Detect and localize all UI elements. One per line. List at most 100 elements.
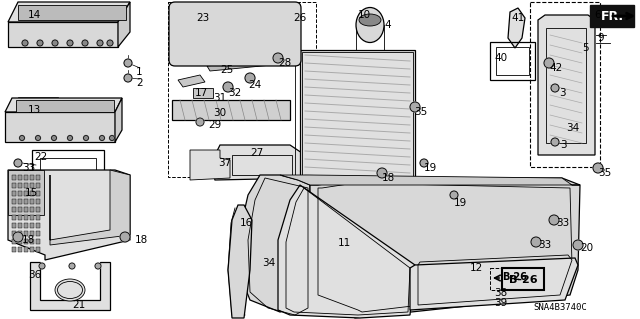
Text: 15: 15 <box>25 188 38 198</box>
Circle shape <box>67 40 73 46</box>
FancyBboxPatch shape <box>590 5 634 27</box>
Circle shape <box>83 136 88 140</box>
Text: 29: 29 <box>208 120 221 130</box>
Text: 21: 21 <box>72 300 85 310</box>
Bar <box>36 191 40 196</box>
Polygon shape <box>5 98 122 112</box>
Bar <box>30 191 34 196</box>
Circle shape <box>549 215 559 225</box>
Text: 3: 3 <box>560 140 566 150</box>
Bar <box>24 207 28 212</box>
Bar <box>18 239 22 244</box>
Text: FR.: FR. <box>600 11 623 24</box>
Circle shape <box>67 136 72 140</box>
Bar <box>24 199 28 204</box>
Circle shape <box>544 58 554 68</box>
Bar <box>24 239 28 244</box>
Bar <box>12 191 16 196</box>
Circle shape <box>377 168 387 178</box>
Bar <box>12 231 16 236</box>
Bar <box>36 231 40 236</box>
Circle shape <box>273 53 283 63</box>
Circle shape <box>14 159 22 167</box>
Polygon shape <box>228 205 252 318</box>
Text: 39: 39 <box>494 298 508 308</box>
Bar <box>502 268 544 290</box>
Bar <box>32 150 104 205</box>
Circle shape <box>420 159 428 167</box>
Bar <box>300 50 415 180</box>
Bar <box>24 183 28 188</box>
Text: 38: 38 <box>494 288 508 298</box>
Circle shape <box>82 40 88 46</box>
Circle shape <box>107 40 113 46</box>
Polygon shape <box>118 2 130 47</box>
Text: 1: 1 <box>136 67 143 77</box>
Bar <box>30 247 34 252</box>
Text: 37: 37 <box>218 158 231 168</box>
Bar <box>24 175 28 180</box>
Bar <box>30 207 34 212</box>
Circle shape <box>573 240 583 250</box>
Bar <box>18 247 22 252</box>
Bar <box>18 223 22 228</box>
Text: 33: 33 <box>22 163 35 173</box>
Ellipse shape <box>55 279 85 301</box>
Circle shape <box>450 191 458 199</box>
Bar <box>12 223 16 228</box>
Circle shape <box>97 40 103 46</box>
Text: 20: 20 <box>580 243 593 253</box>
Circle shape <box>124 74 132 82</box>
Bar <box>30 223 34 228</box>
Polygon shape <box>207 60 272 71</box>
Circle shape <box>35 136 40 140</box>
Text: 5: 5 <box>582 43 589 53</box>
Text: 36: 36 <box>28 270 41 280</box>
Bar <box>24 231 28 236</box>
Polygon shape <box>8 22 118 47</box>
Bar <box>36 223 40 228</box>
Circle shape <box>551 84 559 92</box>
Bar <box>30 239 34 244</box>
Bar <box>18 183 22 188</box>
Bar <box>12 215 16 220</box>
Bar <box>546 28 586 143</box>
Polygon shape <box>8 170 130 260</box>
Text: 34: 34 <box>566 123 579 133</box>
Bar <box>193 88 213 98</box>
Bar <box>530 2 600 167</box>
Text: 2: 2 <box>136 78 143 88</box>
Polygon shape <box>172 100 290 120</box>
Circle shape <box>531 237 541 247</box>
Polygon shape <box>210 145 310 180</box>
Polygon shape <box>8 2 130 22</box>
Bar <box>24 215 28 220</box>
Text: 22: 22 <box>34 152 47 162</box>
Ellipse shape <box>356 8 384 42</box>
Text: 33: 33 <box>538 240 551 250</box>
Text: 26: 26 <box>293 13 307 23</box>
Text: 19: 19 <box>424 163 437 173</box>
Bar <box>24 223 28 228</box>
Circle shape <box>196 118 204 126</box>
Text: 9: 9 <box>597 33 604 43</box>
Text: 17: 17 <box>195 88 208 98</box>
Polygon shape <box>538 15 595 155</box>
Circle shape <box>37 40 43 46</box>
Bar <box>18 215 22 220</box>
Polygon shape <box>115 98 122 142</box>
Bar <box>30 231 34 236</box>
Bar <box>16 100 114 112</box>
Bar <box>24 191 28 196</box>
Bar <box>36 239 40 244</box>
Bar <box>168 2 316 177</box>
Circle shape <box>22 40 28 46</box>
Bar <box>18 191 22 196</box>
Text: 31: 31 <box>213 93 227 103</box>
Bar <box>12 199 16 204</box>
Polygon shape <box>278 185 415 318</box>
Bar <box>496 47 529 75</box>
Polygon shape <box>178 75 205 87</box>
Polygon shape <box>5 112 115 142</box>
Polygon shape <box>508 8 525 48</box>
